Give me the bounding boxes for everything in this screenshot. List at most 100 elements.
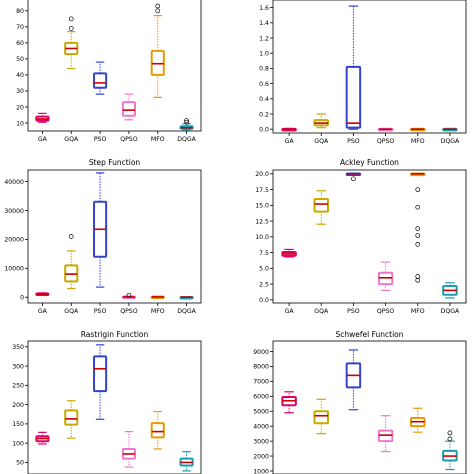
y-tick-label: 20000 [4,237,24,244]
outlier-point [447,436,453,442]
y-tick-label: 150 [12,421,24,428]
box-iqr [345,65,362,129]
box-series [35,172,194,300]
outlier-point [155,3,161,9]
x-tick-label: QPSO [120,136,138,143]
chart-title: Rastrigin Function [81,330,149,339]
y-tick-label: 300 [12,363,24,370]
y-tick-label: 30 [16,88,24,95]
plot-frame [27,169,202,304]
y-axis: 1000 2000 3000 4000 5000 6000 7000 8000 9000 [253,349,273,474]
box-iqr [64,409,79,426]
y-axis: 0 10000 20000 30000 40000 [4,179,28,302]
box-iqr [313,197,330,213]
x-tick-label: DQGA [441,138,460,145]
chart-panel-4: Ackley Function 0.0 2.5 5.0 7.5 10.0 12.5 15.0… [255,158,467,315]
y-tick-label: 60 [16,40,24,47]
y-tick-label: 15.0 [255,203,269,210]
x-tick-label: DQGA [441,308,460,315]
y-axis: 50 100 150 200 250 300 350 [12,344,28,467]
box-series [35,344,194,472]
x-tick-label: QPSO [377,138,395,145]
y-tick-label: 1.6 [259,5,269,12]
outlier-point [415,226,421,231]
y-axis: 10 20 30 40 50 60 70 80 [16,8,28,127]
outlier-point [447,430,453,436]
box-series [281,5,458,132]
y-tick-label: 2000 [253,453,269,460]
chart-panel-1: 10 20 30 40 50 60 70 80 GA GQA PSO QPSO MFO DQGA [16,0,202,143]
outlier-point [415,187,421,192]
y-tick-label: 5.0 [259,266,269,273]
y-tick-label: 50 [16,460,24,467]
x-tick-label: GA [285,308,295,315]
y-tick-label: 0.8 [259,66,269,73]
y-tick-label: 1.4 [259,20,269,27]
x-tick-label: GA [285,138,295,145]
y-tick-label: 30000 [4,208,24,215]
y-tick-label: 50 [16,56,24,63]
y-tick-label: 1.2 [259,35,269,42]
box-iqr [93,355,108,393]
y-tick-label: 0.0 [259,127,269,134]
box-iqr [313,410,330,425]
y-tick-label: 7.5 [259,250,269,257]
x-tick-label: GA [38,308,48,315]
x-tick-label: PSO [347,308,360,315]
x-tick-label: MFO [411,138,425,145]
y-tick-label: 100 [12,440,24,447]
outlier-point [415,274,421,279]
outlier-point [68,26,74,31]
x-tick-label: GQA [64,308,79,315]
outlier-point [68,234,74,239]
y-tick-label: 10 [16,120,24,127]
y-tick-label: 1000 [253,468,269,474]
box-series [35,3,194,131]
x-axis: GA GQA PSO QPSO MFO DQGA [38,131,197,143]
y-tick-label: 9000 [253,349,269,356]
y-tick-label: 7000 [253,379,269,386]
x-axis: GA GQA PSO QPSO MFO DQGA [285,303,460,315]
y-tick-label: 200 [12,402,24,409]
x-tick-label: DQGA [177,136,196,143]
x-tick-label: DQGA [177,308,196,315]
x-axis: GA GQA PSO QPSO MFO DQGA [38,303,197,315]
y-tick-label: 10.0 [255,234,269,241]
x-tick-label: MFO [151,136,165,143]
chart-panel-3: Step Function 0 10000 20000 30000 40000 GA GQ… [4,158,202,315]
x-tick-label: PSO [94,136,107,143]
x-tick-label: GQA [314,138,329,145]
outlier-point [184,118,189,123]
y-tick-label: 40 [16,72,24,79]
y-tick-label: 10000 [4,266,24,273]
y-tick-label: 5000 [253,409,269,416]
outlier-point [415,242,421,247]
y-tick-label: 6000 [253,394,269,401]
y-tick-label: 0.2 [259,111,269,118]
box-iqr [150,422,165,439]
y-tick-label: 70 [16,24,24,31]
outlier-point [415,233,421,238]
y-tick-label: 2.5 [259,281,269,288]
outlier-point [155,8,161,14]
y-tick-label: 20.0 [255,171,269,178]
plot-frame [272,340,467,474]
plot-frame [272,0,467,134]
y-tick-label: 8000 [253,364,269,371]
x-tick-label: MFO [411,308,425,315]
y-tick-label: 20 [16,104,24,111]
y-tick-label: 250 [12,383,24,390]
plot-frame [272,169,467,304]
outlier-point [351,176,356,182]
x-tick-label: GQA [314,308,329,315]
chart-title: Schwefel Function [335,330,403,339]
outlier-point [415,277,421,283]
y-tick-label: 350 [12,344,24,351]
box-iqr [121,101,136,117]
plot-frame [27,0,202,132]
y-tick-label: 0 [20,295,24,302]
chart-title: Step Function [89,158,141,167]
outlier-point [184,119,189,125]
outlier-point [68,16,74,22]
